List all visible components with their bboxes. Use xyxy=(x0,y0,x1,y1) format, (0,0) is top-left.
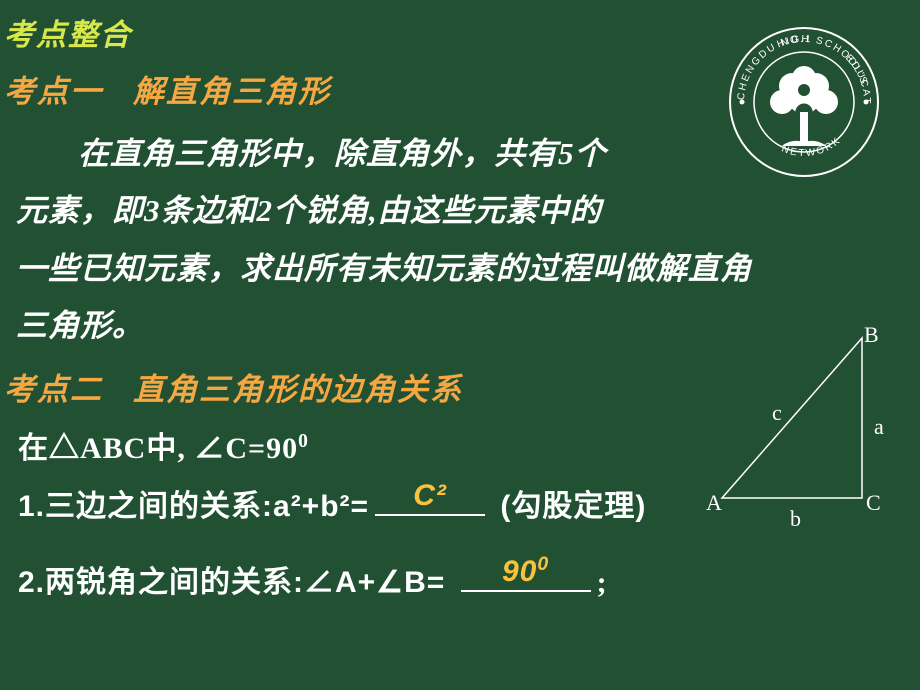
section1-title: 解直角三角形 xyxy=(133,74,331,109)
fill-2-base: 90 xyxy=(502,555,537,588)
main-title: 考点整合 xyxy=(4,10,920,54)
premise-text: 在△ABC中, ∠C=90 xyxy=(18,432,298,465)
section1-line4: 三角形。 xyxy=(16,297,920,354)
section2-prefix: 考点二 xyxy=(4,372,103,407)
slide-content: 考点整合 考点一解直角三角形 在直角三角形中，除直角外，共有5个 元素，即3条边… xyxy=(0,0,920,601)
section1-heading: 考点一解直角三角形 xyxy=(4,66,920,111)
fill-2: 900 xyxy=(461,555,591,589)
relation1-pre: 1.三边之间的关系:a²+b²= xyxy=(18,490,369,523)
relation2-post: ; xyxy=(597,566,608,599)
section1-line1: 在直角三角形中，除直角外，共有5个 xyxy=(16,125,920,182)
relation1-post: (勾股定理) xyxy=(500,490,646,523)
section2-title: 直角三角形的边角关系 xyxy=(133,372,463,407)
blank-1: C² xyxy=(375,486,485,516)
fill-1: C² xyxy=(375,479,485,513)
section1-body: 在直角三角形中，除直角外，共有5个 元素，即3条边和2个锐角,由这些元素中的 一… xyxy=(16,125,920,354)
fill-2-sup: 0 xyxy=(537,553,549,575)
section1-line2: 元素，即3条边和2个锐角,由这些元素中的 xyxy=(16,182,920,239)
premise-sup: 0 xyxy=(298,431,309,452)
blank-2: 900 xyxy=(461,562,591,592)
section1-line3: 一些已知元素，求出所有未知元素的过程叫做解直角 xyxy=(16,240,920,297)
relation-2: 2.两锐角之间的关系:∠A+∠B= 900; xyxy=(18,557,920,601)
section2-heading: 考点二直角三角形的边角关系 xyxy=(4,364,920,409)
relation2-pre: 2.两锐角之间的关系:∠A+∠B= xyxy=(18,566,455,599)
section1-prefix: 考点一 xyxy=(4,74,103,109)
relation-1: 1.三边之间的关系:a²+b²=C² (勾股定理) xyxy=(18,481,920,525)
section2-premise: 在△ABC中, ∠C=900 xyxy=(18,423,920,467)
